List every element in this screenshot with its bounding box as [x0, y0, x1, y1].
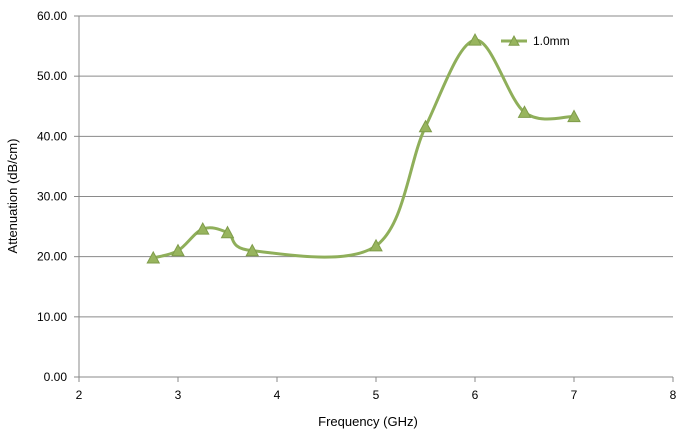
- y-tick-label: 40.00: [37, 129, 67, 143]
- x-tick-label: 6: [472, 388, 479, 402]
- series-layer: [146, 33, 581, 264]
- y-tick-labels: 0.00 10.00 20.00 30.00 40.00 50.00 60.00: [37, 9, 67, 384]
- series-line: [151, 38, 576, 260]
- data-point-marker: [245, 243, 260, 257]
- data-point-marker: [195, 221, 210, 235]
- data-point-marker: [171, 243, 185, 257]
- y-tick-label: 20.00: [37, 250, 67, 264]
- data-point-marker: [468, 33, 482, 46]
- data-point-marker: [418, 119, 433, 133]
- legend: 1.0mm: [501, 34, 570, 48]
- x-tick-label: 5: [373, 388, 380, 402]
- x-tick-label: 4: [274, 388, 281, 402]
- x-tick-labels: 2 3 4 5 6 7 8: [76, 388, 676, 402]
- data-point-marker: [369, 238, 383, 252]
- x-tick-label: 3: [175, 388, 182, 402]
- data-point-marker: [146, 250, 161, 264]
- legend-label: 1.0mm: [533, 34, 570, 48]
- axes: [74, 15, 674, 382]
- y-tick-label: 60.00: [37, 9, 67, 23]
- y-tick-label: 50.00: [37, 69, 67, 83]
- x-tick-label: 8: [670, 388, 676, 402]
- x-tick-label: 7: [571, 388, 578, 402]
- data-point-marker: [517, 105, 532, 118]
- data-point-marker: [567, 109, 581, 123]
- gridlines: [79, 15, 673, 318]
- data-point-marker: [220, 225, 235, 239]
- y-tick-label: 10.00: [37, 310, 67, 324]
- x-axis-title: Frequency (GHz): [318, 414, 418, 429]
- y-tick-label: 0.00: [44, 370, 68, 384]
- y-axis-title: Attenuation (dB/cm): [5, 139, 20, 254]
- y-tick-label: 30.00: [37, 190, 67, 204]
- legend-marker: [508, 34, 520, 46]
- x-tick-label: 2: [76, 388, 83, 402]
